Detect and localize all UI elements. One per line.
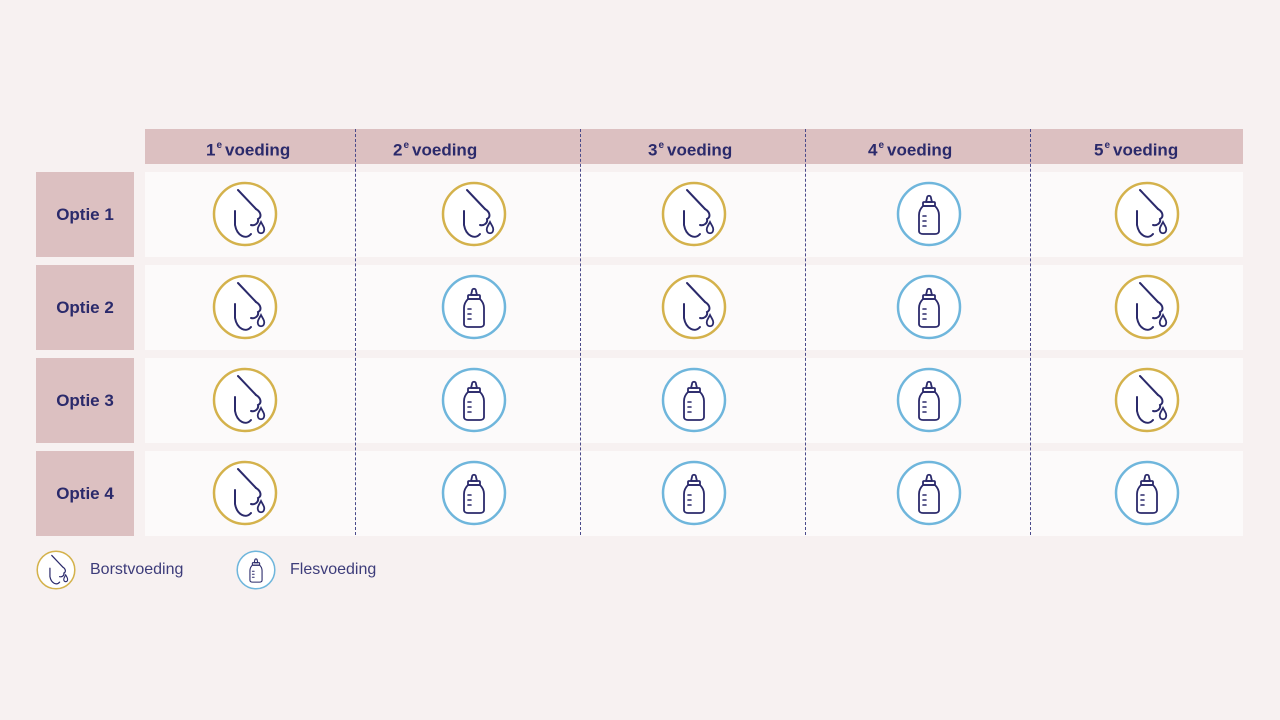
bottle-feeding-icon <box>896 181 962 247</box>
column-header-5: 5e voeding <box>1094 129 1178 164</box>
column-ordinal: e <box>878 140 885 151</box>
column-header-3: 3e voeding <box>648 129 732 164</box>
legend-label-breastfeeding: Borstvoeding <box>90 561 184 578</box>
bottle-feeding-icon <box>661 460 727 526</box>
column-ordinal: e <box>658 140 665 151</box>
column-label: voeding <box>1113 140 1179 160</box>
bottle-feeding-icon <box>441 274 507 340</box>
legend-label-bottle-feeding: Flesvoeding <box>290 561 377 578</box>
bottle-feeding-icon <box>896 274 962 340</box>
column-ordinal: e <box>1104 140 1111 151</box>
column-label: voeding <box>412 140 478 160</box>
breastfeeding-icon <box>36 550 76 590</box>
breastfeeding-icon <box>661 274 727 340</box>
column-divider <box>805 129 806 535</box>
breastfeeding-icon <box>661 181 727 247</box>
breastfeeding-icon <box>1114 274 1180 340</box>
row-label-1: Optie 1 <box>36 172 134 257</box>
column-number: 2 <box>393 140 403 160</box>
column-header-4: 4e voeding <box>868 129 952 164</box>
column-number: 1 <box>206 140 216 160</box>
row-label-4: Optie 4 <box>36 451 134 536</box>
bottle-feeding-icon <box>896 460 962 526</box>
column-label: voeding <box>887 140 953 160</box>
column-number: 3 <box>648 140 658 160</box>
column-header-1: 1e voeding <box>206 129 290 164</box>
column-number: 4 <box>868 140 878 160</box>
column-number: 5 <box>1094 140 1104 160</box>
header-bar <box>145 129 1243 164</box>
bottle-feeding-icon <box>1114 460 1180 526</box>
breastfeeding-icon <box>212 460 278 526</box>
column-ordinal: e <box>216 140 223 151</box>
row-label-3: Optie 3 <box>36 358 134 443</box>
column-ordinal: e <box>403 140 410 151</box>
breastfeeding-icon <box>1114 367 1180 433</box>
column-label: voeding <box>225 140 291 160</box>
bottle-feeding-icon <box>441 460 507 526</box>
bottle-feeding-icon <box>236 550 276 590</box>
bottle-feeding-icon <box>661 367 727 433</box>
row-label-2: Optie 2 <box>36 265 134 350</box>
column-label: voeding <box>667 140 733 160</box>
column-divider <box>1030 129 1031 535</box>
column-divider <box>580 129 581 535</box>
column-header-2: 2e voeding <box>393 129 477 164</box>
breastfeeding-icon <box>212 367 278 433</box>
bottle-feeding-icon <box>441 367 507 433</box>
column-divider <box>355 129 356 535</box>
bottle-feeding-icon <box>896 367 962 433</box>
breastfeeding-icon <box>441 181 507 247</box>
breastfeeding-icon <box>1114 181 1180 247</box>
breastfeeding-icon <box>212 274 278 340</box>
breastfeeding-icon <box>212 181 278 247</box>
